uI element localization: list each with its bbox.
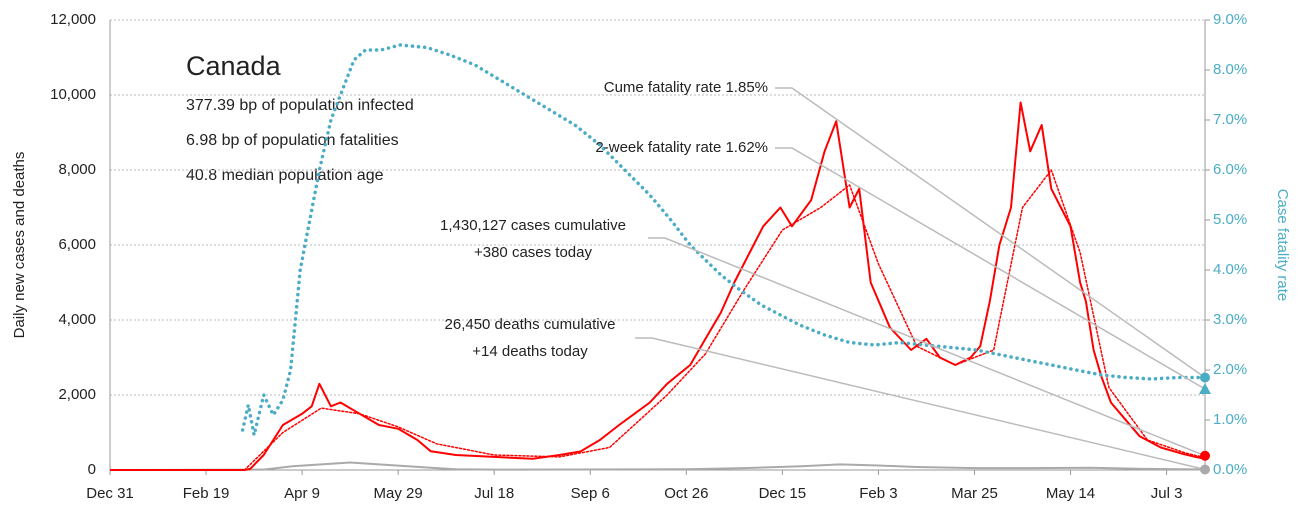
- y2-tick-label: 5.0%: [1213, 211, 1247, 228]
- y-tick-label: 2,000: [58, 386, 96, 403]
- y2-tick-label: 2.0%: [1213, 361, 1247, 378]
- annotation: Cume fatality rate 1.85%: [604, 79, 768, 96]
- y-tick-label: 12,000: [50, 11, 96, 28]
- info-line: 6.98 bp of population fatalities: [186, 132, 399, 149]
- annotation: 2-week fatality rate 1.62%: [595, 139, 768, 156]
- y2-tick-label: 7.0%: [1213, 111, 1247, 128]
- y2-tick-label: 6.0%: [1213, 161, 1247, 178]
- annotation: +14 deaths today: [472, 343, 588, 360]
- leader-line: [775, 87, 1206, 379]
- y-tick-label: 0: [88, 461, 96, 478]
- x-tick-label: Jul 3: [1151, 485, 1183, 502]
- leader-line: [775, 147, 1206, 390]
- y2-tick-label: 4.0%: [1213, 261, 1247, 278]
- marker: [1200, 464, 1210, 475]
- x-tick-label: Apr 9: [284, 485, 320, 502]
- y-tick-label: 10,000: [50, 86, 96, 103]
- y2-tick-label: 3.0%: [1213, 311, 1247, 328]
- annotation: 26,450 deaths cumulative: [445, 316, 616, 333]
- x-tick-label: Mar 25: [951, 485, 998, 502]
- y2-tick-label: 8.0%: [1213, 61, 1247, 78]
- leader-line: [635, 337, 1206, 471]
- x-tick-label: Oct 26: [664, 485, 708, 502]
- marker: [1199, 383, 1211, 394]
- x-tick-label: Jul 18: [474, 485, 514, 502]
- y-tick-label: 4,000: [58, 311, 96, 328]
- info-title: Canada: [186, 51, 282, 81]
- y2-tick-label: 1.0%: [1213, 411, 1247, 428]
- x-tick-label: May 29: [374, 485, 423, 502]
- marker: [1200, 450, 1210, 461]
- x-tick-label: Feb 3: [859, 485, 897, 502]
- x-tick-label: Sep 6: [571, 485, 610, 502]
- series-line: [110, 101, 1206, 471]
- y2-tick-label: 0.0%: [1213, 461, 1247, 478]
- y2-tick-label: 9.0%: [1213, 11, 1247, 28]
- series-line: [109, 461, 1206, 471]
- info-line: 377.39 bp of population infected: [186, 97, 414, 114]
- y-tick-label: 6,000: [58, 236, 96, 253]
- annotation: 1,430,127 cases cumulative: [440, 217, 626, 234]
- info-line: 40.8 median population age: [186, 167, 384, 184]
- series-line: [240, 43, 1207, 437]
- marker: [1200, 372, 1210, 383]
- y-tick-label: 8,000: [58, 161, 96, 178]
- annotation: +380 cases today: [474, 244, 593, 261]
- x-tick-label: Dec 31: [86, 485, 134, 502]
- leader-line: [648, 237, 1206, 457]
- y-axis-label: Daily new cases and deaths: [11, 152, 28, 339]
- x-tick-label: May 14: [1046, 485, 1095, 502]
- y2-axis-label: Case fatality rate: [1274, 189, 1291, 302]
- x-tick-label: Feb 19: [183, 485, 230, 502]
- x-tick-label: Dec 15: [759, 485, 807, 502]
- series-line: [243, 169, 1206, 471]
